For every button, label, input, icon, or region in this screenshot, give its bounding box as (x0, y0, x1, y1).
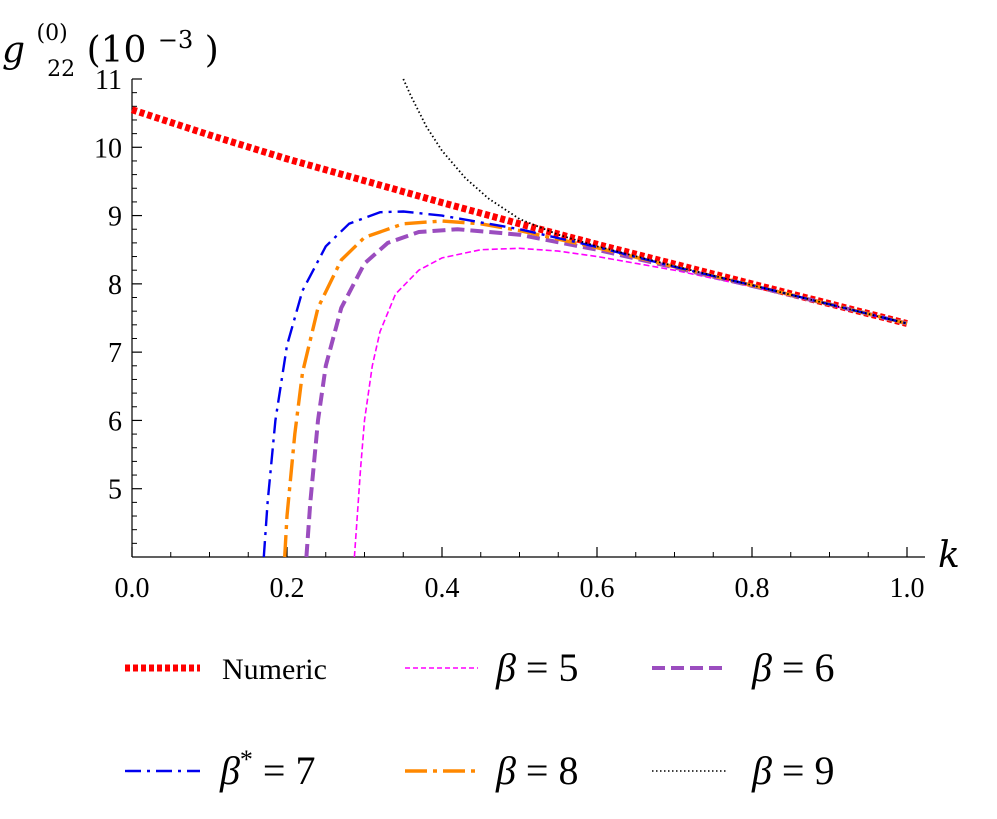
y-label-unit-close: ) (205, 30, 219, 71)
series-beta8 (283, 219, 908, 558)
series-group (130, 78, 908, 558)
legend-beta7-eq: = 7 (253, 748, 316, 793)
x-tick-label: 0.6 (580, 573, 615, 604)
y-axis-label: g (0) 22 (10 −3 ) (2, 8, 219, 85)
legend-beta9-eq: = 9 (772, 748, 835, 793)
legend-label-beta6: β = 6 (751, 645, 834, 690)
series-beta9 (402, 78, 908, 325)
legend-beta8-symbol: β (495, 748, 516, 793)
x-tick-label: 0.8 (735, 573, 770, 604)
series-beta7 (262, 210, 908, 558)
x-tick-label: 0.2 (270, 573, 305, 604)
legend: Numeric β = 5 β = 6 β* = 7 β = 8 (125, 645, 834, 793)
legend-beta9-symbol: β (751, 748, 772, 793)
tick-labels: 0.0 0.2 0.4 0.6 0.8 1.0 5 6 7 8 9 10 11 (94, 65, 925, 604)
y-label-unit-exp: −3 (158, 26, 193, 54)
y-tick-label: 11 (95, 65, 122, 96)
y-label-unit: (10 (87, 30, 147, 71)
x-axis-label: k (938, 535, 960, 576)
x-tick-label: 0.4 (425, 573, 460, 604)
legend-label-beta5: β = 5 (495, 645, 578, 690)
legend-beta5-symbol: β (495, 645, 516, 690)
legend-label-beta8: β = 8 (495, 748, 578, 793)
series-numeric (130, 106, 908, 327)
series-beta5 (353, 247, 908, 558)
y-label-sup: (0) (37, 21, 68, 46)
legend-item-numeric: Numeric (125, 653, 327, 686)
ticks (131, 78, 908, 557)
legend-label-beta7: β* = 7 (219, 745, 315, 793)
x-tick-label: 1.0 (890, 573, 925, 604)
y-tick-label: 6 (108, 406, 122, 437)
legend-item-beta6: β = 6 (652, 645, 834, 690)
legend-beta8-eq: = 8 (516, 748, 579, 793)
y-tick-label: 5 (108, 475, 122, 506)
y-tick-label: 7 (108, 338, 122, 369)
y-tick-label: 10 (94, 133, 122, 164)
legend-beta6-symbol: β (751, 645, 772, 690)
legend-beta7-star: * (240, 745, 253, 774)
legend-item-beta8: β = 8 (405, 748, 578, 793)
legend-item-beta7: β* = 7 (125, 745, 315, 793)
y-tick-label: 8 (108, 270, 122, 301)
y-tick-label: 9 (108, 202, 122, 233)
y-label-base: g (2, 30, 25, 71)
y-label-sub: 22 (47, 57, 75, 82)
legend-item-beta9: β = 9 (652, 748, 834, 793)
x-tick-label: 0.0 (115, 573, 150, 604)
legend-label-numeric: Numeric (222, 653, 327, 686)
legend-beta7-symbol: β (219, 748, 240, 793)
legend-beta5-eq: = 5 (516, 645, 579, 690)
legend-item-beta5: β = 5 (405, 645, 578, 690)
series-beta6 (304, 227, 908, 558)
legend-label-beta9: β = 9 (751, 748, 834, 793)
legend-beta6-eq: = 6 (772, 645, 835, 690)
